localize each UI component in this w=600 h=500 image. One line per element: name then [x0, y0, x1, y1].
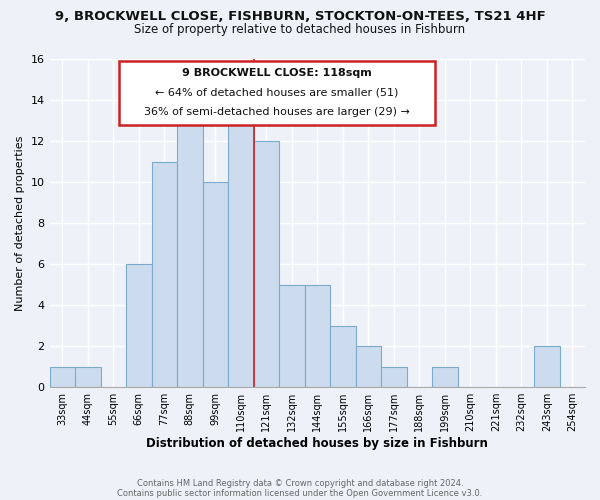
- Bar: [126, 264, 152, 387]
- Bar: [279, 284, 305, 387]
- Bar: [330, 326, 356, 387]
- Text: 9, BROCKWELL CLOSE, FISHBURN, STOCKTON-ON-TEES, TS21 4HF: 9, BROCKWELL CLOSE, FISHBURN, STOCKTON-O…: [55, 10, 545, 23]
- Bar: [228, 120, 254, 387]
- Bar: [152, 162, 177, 387]
- Bar: [305, 284, 330, 387]
- Bar: [356, 346, 381, 387]
- Text: 36% of semi-detached houses are larger (29) →: 36% of semi-detached houses are larger (…: [144, 107, 410, 117]
- Text: 9 BROCKWELL CLOSE: 118sqm: 9 BROCKWELL CLOSE: 118sqm: [182, 68, 372, 78]
- Text: Contains HM Land Registry data © Crown copyright and database right 2024.: Contains HM Land Registry data © Crown c…: [137, 478, 463, 488]
- Bar: [534, 346, 560, 387]
- Bar: [177, 120, 203, 387]
- FancyBboxPatch shape: [119, 60, 435, 124]
- Text: ← 64% of detached houses are smaller (51): ← 64% of detached houses are smaller (51…: [155, 88, 399, 98]
- Bar: [432, 366, 458, 387]
- Bar: [254, 141, 279, 387]
- Text: Size of property relative to detached houses in Fishburn: Size of property relative to detached ho…: [134, 22, 466, 36]
- Bar: [75, 366, 101, 387]
- Bar: [203, 182, 228, 387]
- Bar: [50, 366, 75, 387]
- Bar: [381, 366, 407, 387]
- Text: Contains public sector information licensed under the Open Government Licence v3: Contains public sector information licen…: [118, 488, 482, 498]
- Y-axis label: Number of detached properties: Number of detached properties: [15, 136, 25, 311]
- X-axis label: Distribution of detached houses by size in Fishburn: Distribution of detached houses by size …: [146, 437, 488, 450]
